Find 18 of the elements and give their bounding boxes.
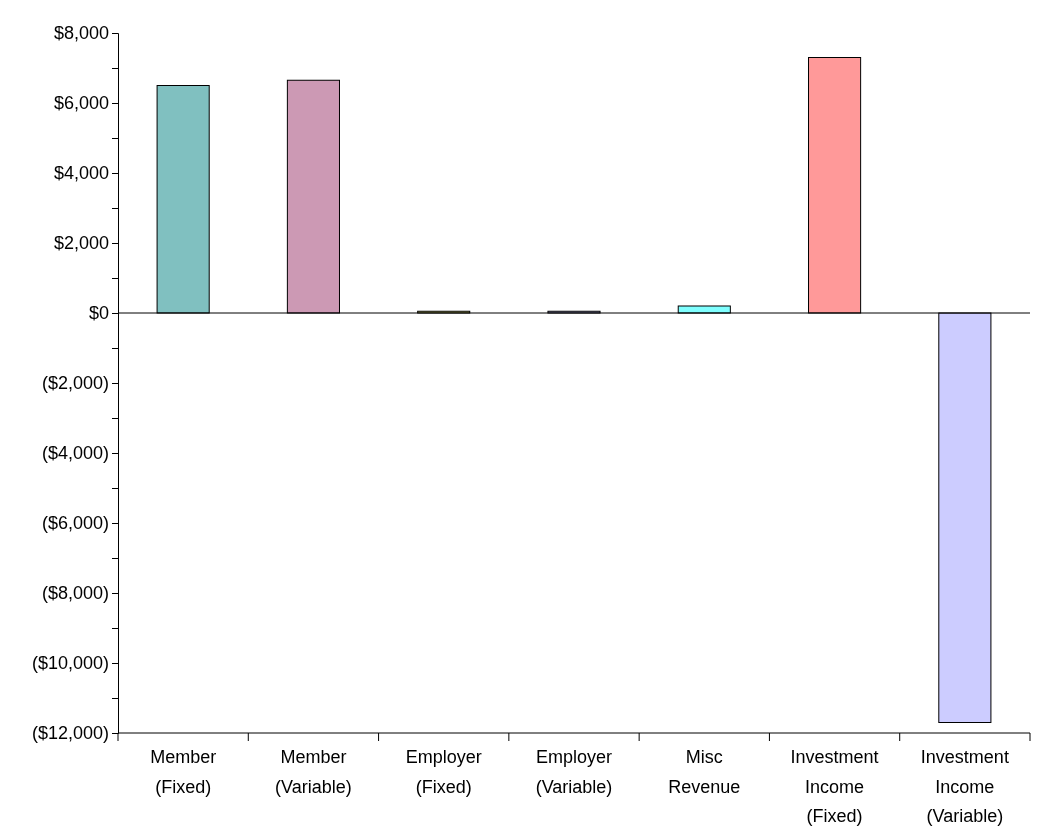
x-tick-label: Investment Income (Variable) [920,747,1009,827]
y-tick-label: ($2,000) [41,373,109,394]
y-tick-label: ($10,000) [31,653,109,674]
y-tick-label: $8,000 [53,23,109,44]
x-tick-label: Investment Income (Fixed) [790,747,879,827]
y-tick-label: $6,000 [53,93,109,114]
x-tick-label: Member (Variable) [275,747,352,797]
y-tick-label: ($8,000) [41,583,109,604]
y-tick-label: ($12,000) [31,723,109,744]
y-tick-label: $0 [88,303,109,324]
x-tick-label: Employer (Variable) [535,747,613,797]
x-tick-label: Member (Fixed) [150,747,217,797]
y-tick-label: $4,000 [53,163,109,184]
y-tick-label: ($4,000) [41,443,109,464]
x-tick-label: Employer (Fixed) [405,747,482,797]
y-tick-label: ($6,000) [41,513,109,534]
y-tick-label: $2,000 [53,233,109,254]
x-tick-label: Misc Revenue [668,747,741,797]
